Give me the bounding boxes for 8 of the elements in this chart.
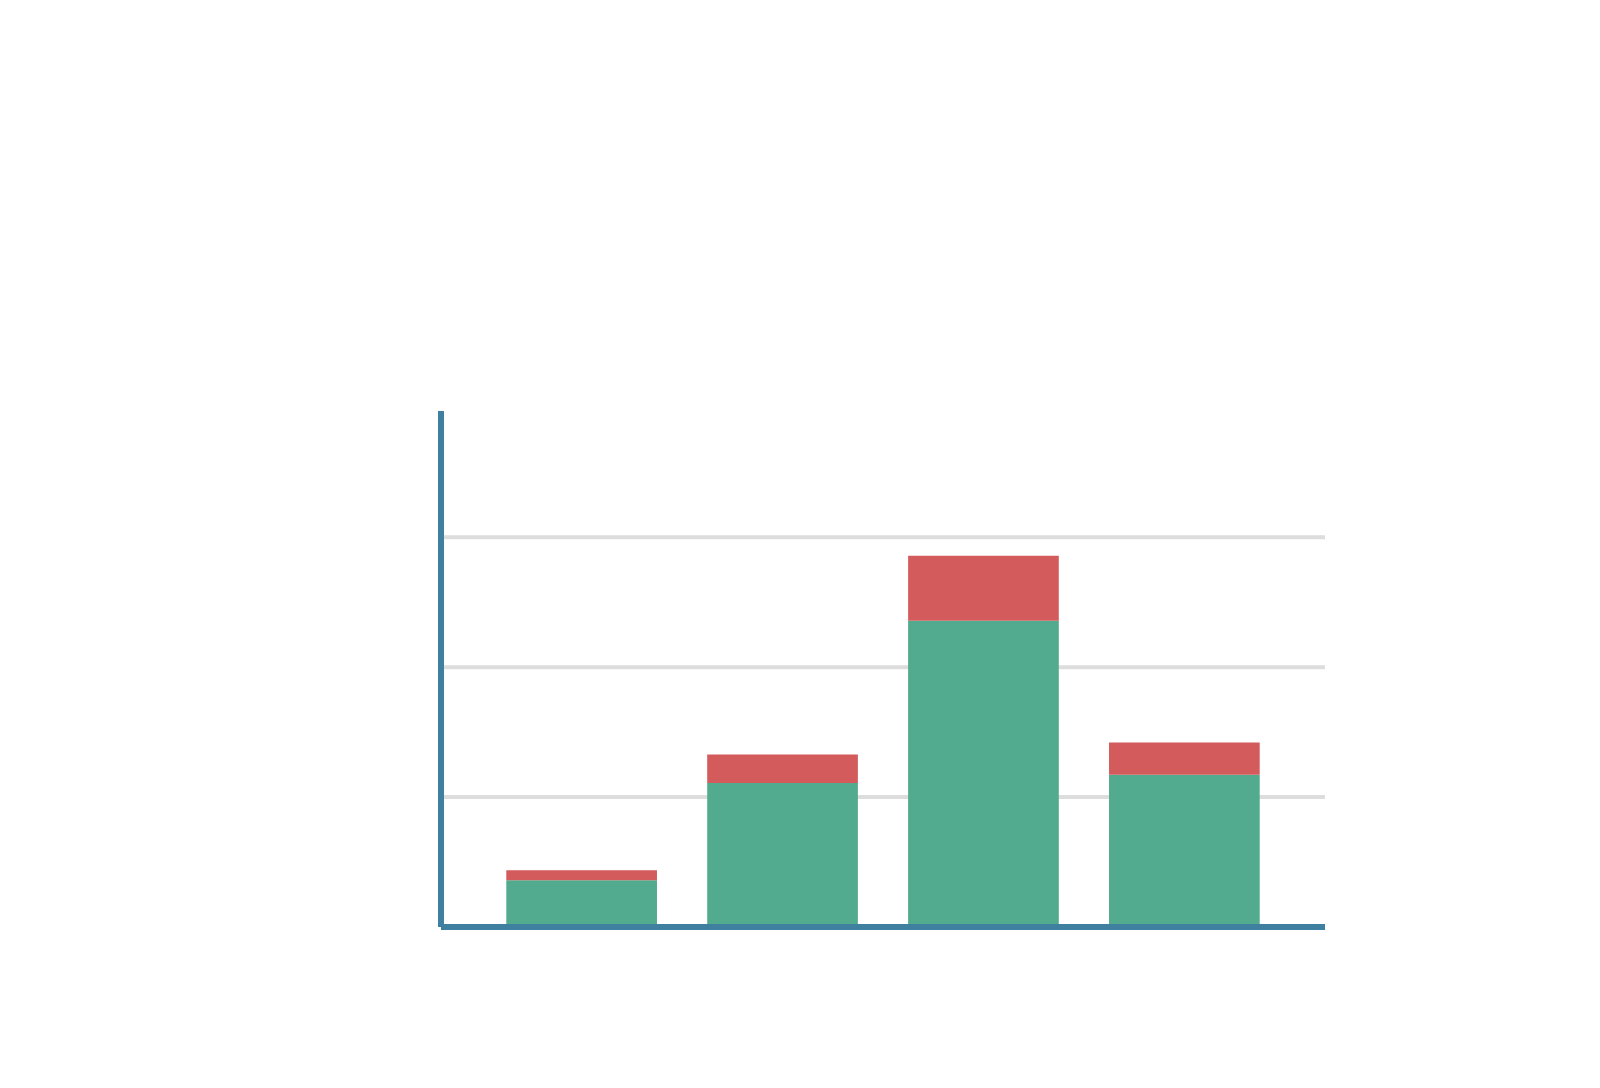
bar (707, 754, 858, 783)
bar (908, 620, 1059, 927)
bar (1109, 742, 1260, 775)
bar (506, 870, 657, 881)
bar (1109, 774, 1260, 927)
bar (707, 782, 858, 927)
bar (506, 880, 657, 927)
bar (908, 555, 1059, 621)
